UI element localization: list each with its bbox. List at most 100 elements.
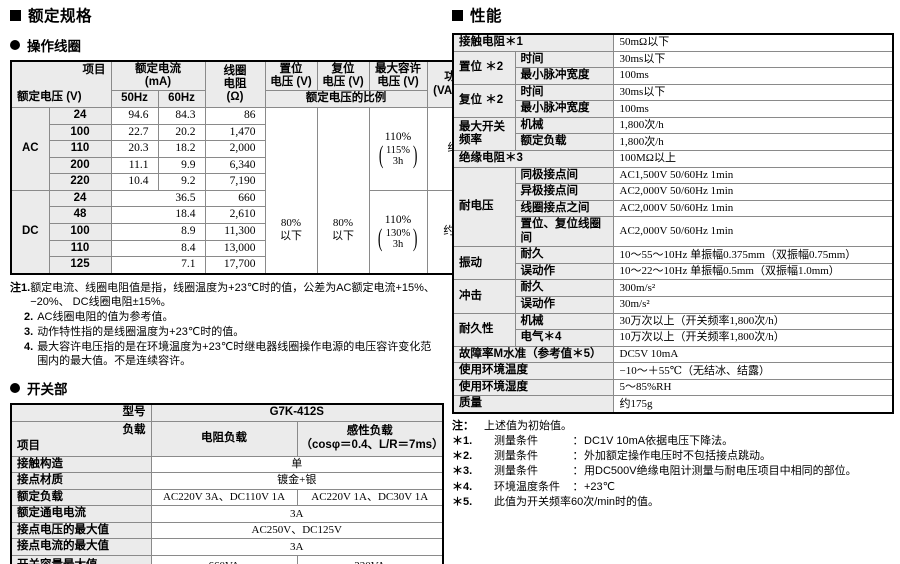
row-label: 接触电阻＊1 [452, 33, 614, 52]
dc-current: 7.1 [110, 256, 206, 275]
set-val-2: 以下 [280, 229, 302, 242]
section-heading-performance: 性能 [452, 4, 892, 26]
table-row: AC 24 94.6 84.3 86 80% 以下 80% 以下 [10, 106, 486, 275]
table-row: 最小脉冲宽度 100ms [453, 67, 894, 85]
table-row: 置位、复位线圈间 AC2,000V 50/60Hz 1min [453, 216, 894, 248]
row-value: 30万次以上（开关频率1,800次/h） [612, 312, 894, 331]
row-value: AC2,000V 50/60Hz 1min [612, 199, 894, 218]
set-val-1: 80% [280, 217, 302, 230]
header-50hz: 50Hz [110, 90, 159, 108]
ac-max-inner1: 115% [385, 144, 411, 156]
ac-current-60hz: 18.2 [157, 140, 206, 158]
paren-right: ) [412, 141, 418, 169]
row-value: 1,800次/h [612, 116, 894, 135]
ac-voltage: 220 [48, 173, 112, 191]
dc-resistance: 11,300 [204, 222, 266, 241]
table-row: 最大开关 频率 机械 1,800次/h [452, 116, 894, 151]
reset-val-2: 以下 [332, 229, 354, 242]
set-v-l1: 置位 [279, 63, 303, 75]
row-value: 10万次以上（开关频率1,800次/h） [612, 329, 894, 347]
capacity-resistive: 660VA 110W [150, 554, 298, 564]
note-key: 注1. [10, 281, 31, 294]
ac-current-50hz: 22.7 [110, 123, 159, 142]
reset-v-l2: 电压 (V) [322, 76, 364, 89]
ac-resistance: 6,340 [204, 156, 266, 175]
coil-ratings-table: 项目 额定电压 (V) 额定电流 (mA) 线圈 电阻 [10, 60, 486, 275]
reset-v-l1: 复位 [331, 63, 355, 75]
capacity-va-1: 660VA [209, 560, 240, 564]
note-item: 注： 上述值为初始值。 [452, 419, 892, 434]
note-key: ＊4. [452, 480, 473, 493]
max-v-l1: 最大容许 [375, 63, 421, 75]
paren-right: ) [413, 224, 418, 252]
capacity-inductive: 220VA 30W [296, 554, 444, 564]
row-value: 3A [150, 505, 444, 523]
table-row: 置位 ＊2 时间 30ms以下 [452, 50, 894, 85]
dc-resistance: 2,610 [204, 206, 266, 224]
paren-left: ( [378, 141, 384, 169]
header-rated-current: 额定电流 (mA) [110, 60, 206, 92]
sub-label: 最小脉冲宽度 [514, 67, 614, 85]
note-key: ＊5. [452, 495, 473, 508]
note-text: 额定电流、线圈电阻值是指，线圈温度为+23℃时的值，公差为AC额定电流+15%、… [30, 281, 435, 309]
header-60hz: 60Hz [157, 90, 206, 108]
coil-res-l1: 线圈 [223, 64, 247, 77]
dc-current: 8.4 [110, 239, 206, 258]
ac-voltage: 24 [48, 107, 112, 125]
ac-resistance: 86 [204, 107, 266, 125]
dc-voltage: 100 [48, 222, 112, 241]
note-key: ＊1. [452, 435, 473, 448]
set-v-l2: 电压 (V) [270, 76, 312, 89]
ac-voltage: 100 [48, 123, 112, 142]
bullet-marker-icon [10, 40, 20, 50]
row-value-resistive: AC220V 3A、DC110V 1A [150, 488, 298, 507]
note-text: AC线圈电阻的值为参考值。 [37, 311, 174, 324]
row-value: 镀金+银 [150, 472, 444, 490]
row-value: 100ms [612, 100, 894, 118]
header-max-voltage: 最大容许 电压 (V) [368, 60, 428, 92]
table-row: 接触构造 单 [10, 455, 444, 474]
inductive-l2: （cosφ＝0.4、L/R＝7ms） [300, 438, 444, 451]
table-row: 故障率M水准（参考值＊5） DC5V 10mA [452, 345, 894, 364]
sub-label: 时间 [514, 83, 614, 102]
group-label-endurance: 耐久性 [452, 312, 516, 347]
note-condition: 测量条件 [494, 435, 538, 448]
max-freq-l2: 频率 [459, 133, 482, 146]
paren-left: ( [378, 224, 383, 252]
row-value: 30m/s² [612, 296, 894, 314]
ac-voltage: 200 [48, 156, 112, 175]
row-value: DC5V 10mA [612, 345, 894, 364]
table-row: 开关容量最大值 （参考值） 660VA 110W 220VA 30W [10, 554, 444, 564]
row-value: 3A [150, 538, 444, 556]
table-row: 使用环境湿度 5～85%RH [452, 378, 894, 397]
row-value: 单 [150, 455, 444, 474]
square-marker-icon [452, 9, 463, 21]
table-row: 接点电流的最大值 3A [10, 538, 444, 556]
row-value: AC250V、DC125V [150, 521, 444, 540]
coil-notes: 注1. 额定电流、线圈电阻值是指，线圈温度为+23℃时的值，公差为AC额定电流+… [10, 281, 442, 369]
row-label: 使用环境湿度 [452, 378, 614, 397]
table-row: DC 24 36.5 660 110% ( 130% 3h [10, 189, 486, 275]
bullet-marker-icon [10, 383, 20, 394]
row-value: 5～85%RH [612, 378, 894, 397]
ac-max-inner2: 3h [392, 155, 404, 167]
sub-label: 时间 [514, 50, 614, 69]
note-key: ＊3. [452, 465, 473, 478]
note-separator: ： [572, 465, 584, 478]
table-row: 误动作 30m/s² [453, 296, 894, 314]
model-value: G7K-412S [150, 403, 444, 422]
header-reset-voltage: 复位 电压 (V) [316, 60, 370, 92]
section-heading-ratings: 额定规格 [10, 4, 442, 26]
row-value: 10～22～10Hz 单振幅0.5mm（双振幅1.0mm） [612, 262, 894, 281]
row-value: AC1,500V 50/60Hz 1min [612, 166, 894, 185]
dc-resistance: 13,000 [204, 239, 266, 258]
row-value: 30ms以下 [612, 50, 894, 69]
set-voltage-value: 80% 以下 [264, 106, 318, 275]
ac-current-60hz: 20.2 [157, 123, 206, 142]
note-condition: 测量条件 [494, 450, 538, 463]
note-item: 注1. 额定电流、线圈电阻值是指，线圈温度为+23℃时的值，公差为AC额定电流+… [10, 281, 442, 310]
table-row: 绝缘电阻＊3 100MΩ以上 [452, 149, 894, 168]
sub-label: 耐久 [514, 246, 614, 264]
table-row: 48 18.4 2,610 [11, 206, 485, 224]
